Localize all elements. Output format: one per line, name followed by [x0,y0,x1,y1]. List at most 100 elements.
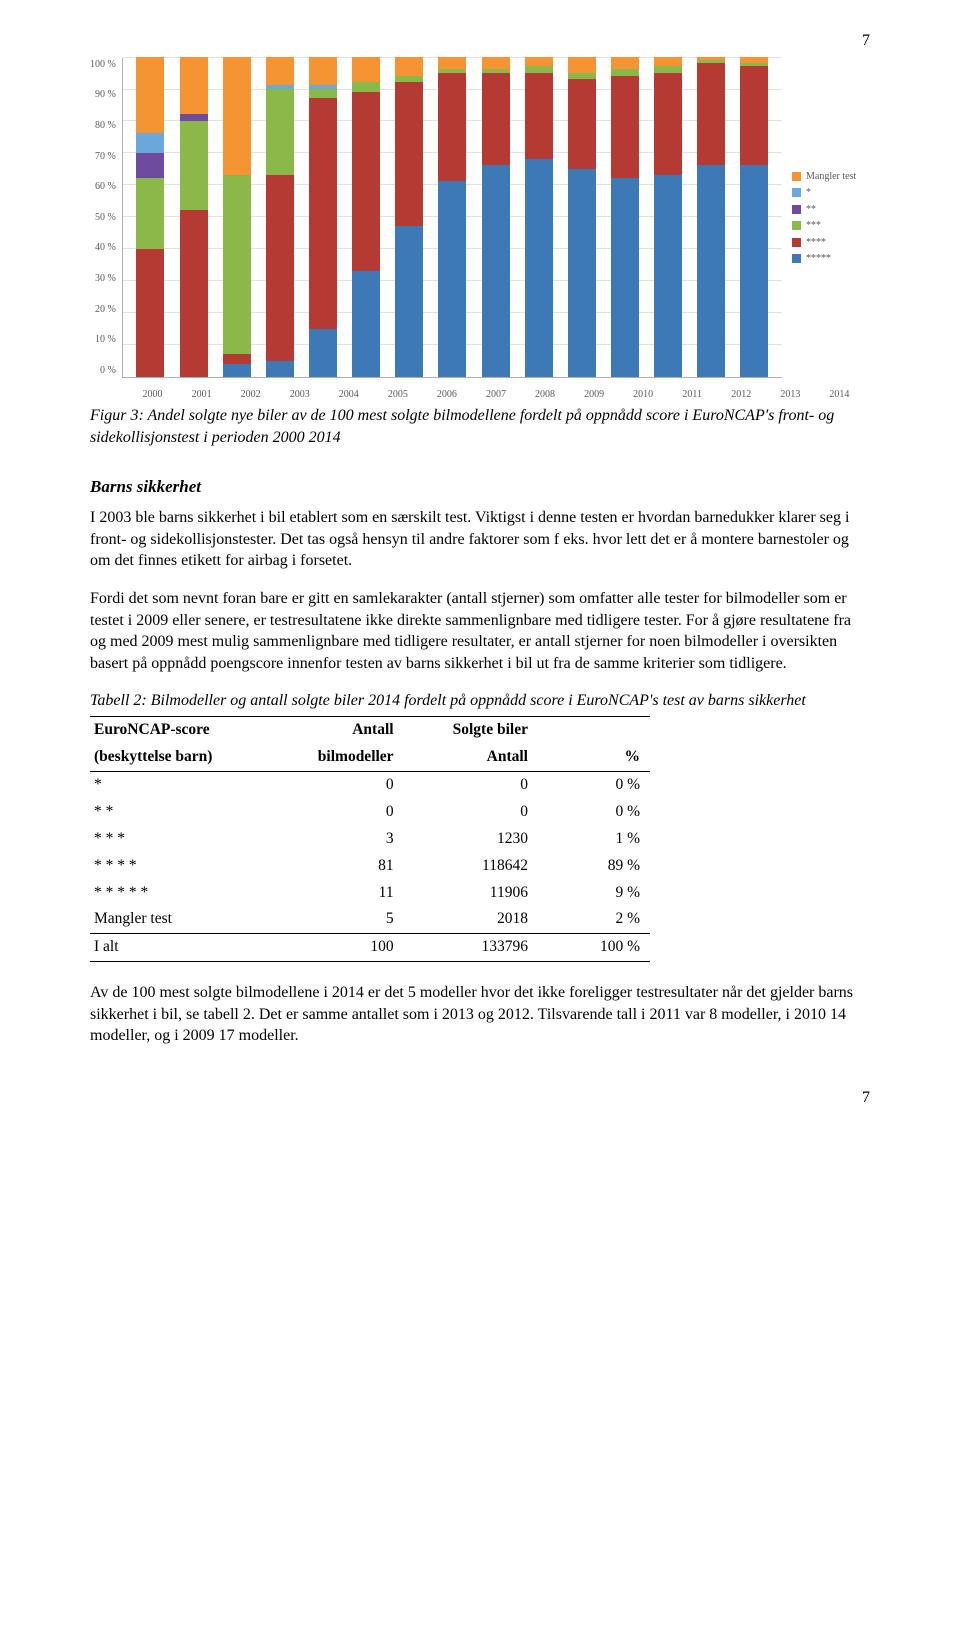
table-header-row-2: (beskyttelse barn) bilmodeller Antall % [90,744,650,771]
table-cell: * * [90,799,269,826]
bar-segment [180,57,208,115]
x-tick-label: 2011 [678,388,706,402]
bar-segment [266,361,294,377]
table-cell: 81 [269,853,403,880]
bar-2001 [180,57,208,377]
table-cell: 2 % [538,906,650,933]
x-tick-label: 2007 [482,388,510,402]
legend-swatch [792,238,801,247]
y-tick-label: 10 % [95,333,116,347]
x-tick-label: 2008 [531,388,559,402]
th-pct: % [538,744,650,771]
th-score: EuroNCAP-score [90,716,269,743]
table-row: *000 % [90,771,650,798]
table-2-caption: Tabell 2: Bilmodeller og antall solgte b… [90,690,870,712]
x-tick-label: 2004 [335,388,363,402]
y-tick-label: 30 % [95,272,116,286]
x-tick-label: 2009 [580,388,608,402]
legend-label: *** [806,219,821,233]
page-number-bottom: 7 [90,1087,870,1109]
bar-segment [438,57,466,70]
bar-segment [223,364,251,377]
bar-segment [525,159,553,377]
table-cell: 0 [404,799,538,826]
bar-segment [525,73,553,159]
legend-label: **** [806,236,826,250]
x-tick-label: 2003 [286,388,314,402]
bar-segment [136,133,164,152]
table-row: * * *312301 % [90,826,650,853]
bar-2011 [611,57,639,377]
x-tick-label: 2012 [727,388,755,402]
th-solgte: Solgte biler [404,716,538,743]
page-number-top: 7 [90,30,870,52]
bar-segment [309,57,337,86]
bar-segment [482,165,510,376]
table-header-row-1: EuroNCAP-score Antall Solgte biler [90,716,650,743]
y-tick-label: 90 % [95,88,116,102]
bar-2010 [568,57,596,377]
bar-segment [352,92,380,271]
bar-2002 [223,57,251,377]
legend-label: ***** [806,252,831,266]
figure-3-caption: Figur 3: Andel solgte nye biler av de 10… [90,405,870,448]
th-antall-2: Antall [404,744,538,771]
bar-segment [654,73,682,175]
bar-segment [697,63,725,165]
bar-segment [740,165,768,376]
legend-item: ***** [792,252,870,266]
table-cell: 5 [269,906,403,933]
paragraph-3: Av de 100 mest solgte bilmodellene i 201… [90,982,870,1047]
bar-segment [568,79,596,169]
x-tick-label: 2010 [629,388,657,402]
table-cell: 133796 [404,934,538,962]
legend-item: ** [792,203,870,217]
legend-item: *** [792,219,870,233]
bar-segment [438,181,466,376]
bar-segment [223,354,251,364]
chart-legend: Mangler test*************** [782,58,870,378]
bar-segment [611,178,639,376]
bar-segment [309,98,337,328]
legend-swatch [792,172,801,181]
table-row: * * * * *11119069 % [90,880,650,907]
bar-segment [482,57,510,70]
bar-2007 [438,57,466,377]
table-cell: 1230 [404,826,538,853]
x-tick-label: 2005 [384,388,412,402]
legend-item: * [792,186,870,200]
paragraph-2: Fordi det som nevnt foran bare er gitt e… [90,588,870,674]
x-tick-label: 2013 [776,388,804,402]
bar-segment [740,66,768,165]
table-cell: * * * [90,826,269,853]
legend-label: * [806,186,811,200]
section-heading-barns-sikkerhet: Barns sikkerhet [90,476,870,499]
legend-label: Mangler test [806,170,856,184]
bar-segment [611,76,639,178]
table-cell: 0 % [538,799,650,826]
th-blank [538,716,650,743]
bar-segment [697,165,725,376]
x-tick-label: 2006 [433,388,461,402]
figure-3-chart: 100 %90 %80 %70 %60 %50 %40 %30 %20 %10 … [90,58,870,378]
legend-swatch [792,221,801,230]
chart-plot-area [122,58,782,378]
bar-segment [568,169,596,377]
bar-2003 [266,57,294,377]
table-row: * * * *8111864289 % [90,853,650,880]
table-cell: 100 % [538,934,650,962]
bar-segment [395,226,423,376]
bar-segment [395,82,423,226]
bar-segment [438,73,466,182]
paragraph-1: I 2003 ble barns sikkerhet i bil etabler… [90,507,870,572]
bar-2000 [136,57,164,377]
bar-segment [180,121,208,211]
legend-swatch [792,188,801,197]
bar-segment [654,57,682,67]
table-cell: 9 % [538,880,650,907]
bar-segment [180,210,208,376]
table-cell: 11 [269,880,403,907]
th-bilmodeller: bilmodeller [269,744,403,771]
y-tick-label: 60 % [95,180,116,194]
bar-segment [223,57,251,175]
